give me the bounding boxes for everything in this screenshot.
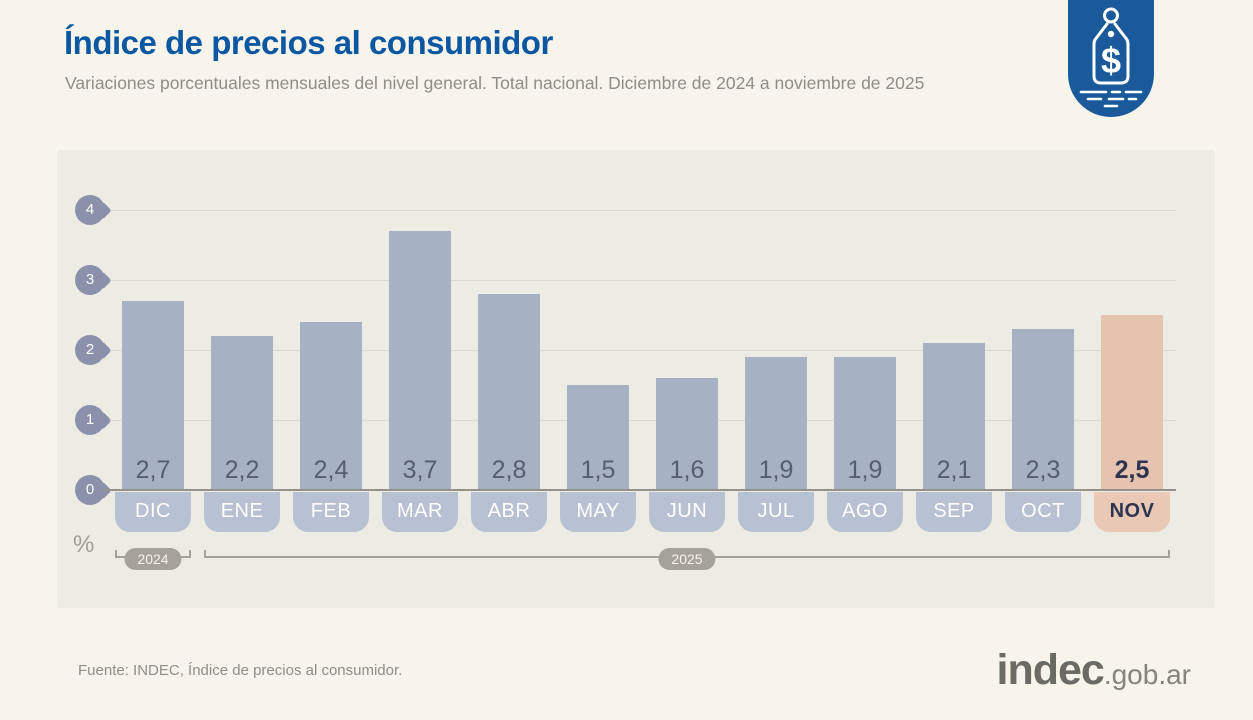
source-note: Fuente: INDEC, Índice de precios al cons… — [78, 662, 403, 679]
bar — [478, 294, 540, 490]
year-pill: 2024 — [124, 548, 182, 570]
axis-tick-pin: 3 — [75, 265, 105, 295]
month-label: ENE — [204, 492, 280, 532]
chart-panel: 0 1 2 3 4 2,7 DIC 2,2 ENE 2,4 FEB 3,7 MAR 2,8 ABR 1,5 MA… — [57, 150, 1215, 608]
indec-logo-domain: .gob.ar — [1103, 659, 1191, 690]
bar — [656, 378, 718, 490]
page-title: Índice de precios al consumidor — [64, 24, 553, 61]
bar — [1101, 315, 1163, 490]
unit-label: % — [73, 531, 95, 558]
indec-logo: indec .gob.ar — [997, 646, 1191, 695]
bar-value-label: 1,9 — [758, 456, 794, 484]
zero-line — [103, 489, 1176, 491]
bar-value-label: 2,1 — [936, 456, 972, 484]
price-tag-icon: $ — [1079, 7, 1143, 108]
month-label: JUN — [649, 492, 725, 532]
year-bracket: 2025 — [204, 548, 1170, 570]
year-pill: 2025 — [658, 548, 716, 570]
axis-tick-pin: 0 — [75, 475, 105, 505]
month-label: NOV — [1094, 492, 1170, 532]
price-tag-badge: $ — [1068, 0, 1154, 117]
bar-value-label: 3,7 — [402, 456, 438, 484]
bar — [1012, 329, 1074, 490]
bar-value-label: 1,5 — [580, 456, 616, 484]
month-label: MAR — [382, 492, 458, 532]
bar — [567, 385, 629, 490]
month-label: DIC — [115, 492, 191, 532]
month-label: ABR — [471, 492, 547, 532]
svg-text:$: $ — [1101, 40, 1121, 81]
bar-value-label: 2,4 — [313, 456, 349, 484]
bar — [389, 231, 451, 490]
bar-value-label: 2,2 — [224, 456, 260, 484]
month-label: MAY — [560, 492, 636, 532]
bar — [745, 357, 807, 490]
grid-line — [103, 420, 1176, 421]
bar — [834, 357, 896, 490]
month-label: AGO — [827, 492, 903, 532]
grid-line — [103, 210, 1176, 211]
bar-value-label: 1,6 — [669, 456, 705, 484]
axis-tick-pin: 1 — [75, 405, 105, 435]
grid-line — [103, 350, 1176, 351]
axis-tick-pin: 4 — [75, 195, 105, 225]
month-label: SEP — [916, 492, 992, 532]
bar-value-label: 2,3 — [1025, 456, 1061, 484]
page-subtitle: Variaciones porcentuales mensuales del n… — [65, 73, 925, 93]
bar — [300, 322, 362, 490]
month-label: OCT — [1005, 492, 1081, 532]
bar-value-label: 2,8 — [491, 456, 527, 484]
bar — [923, 343, 985, 490]
bar-value-label: 2,7 — [135, 456, 171, 484]
axis-tick-pin: 2 — [75, 335, 105, 365]
bar — [211, 336, 273, 490]
bar — [122, 301, 184, 490]
bar-value-label: 2,5 — [1114, 456, 1150, 484]
bar-value-label: 1,9 — [847, 456, 883, 484]
bar-chart: 0 1 2 3 4 2,7 DIC 2,2 ENE 2,4 FEB 3,7 MAR 2,8 ABR 1,5 MA… — [57, 150, 1215, 608]
month-label: JUL — [738, 492, 814, 532]
grid-line — [103, 280, 1176, 281]
year-bracket: 2024 — [115, 548, 191, 570]
month-label: FEB — [293, 492, 369, 532]
indec-logo-wordmark: indec — [996, 646, 1105, 694]
